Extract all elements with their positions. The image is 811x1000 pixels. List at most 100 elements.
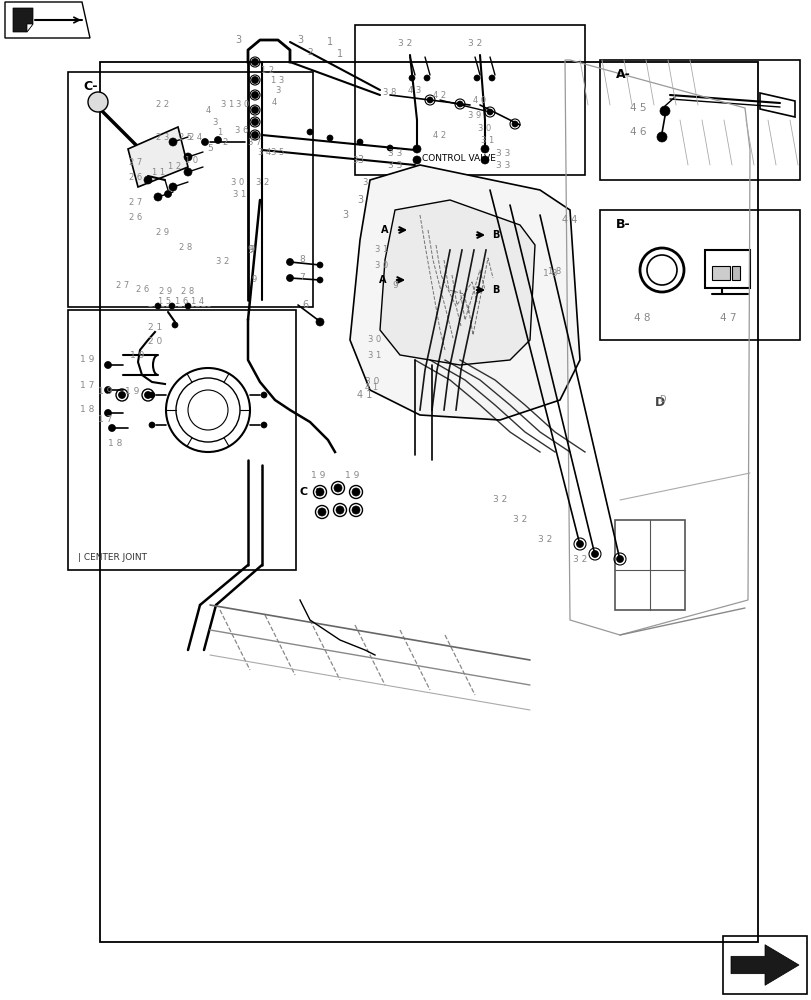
Text: 1 3: 1 3	[271, 76, 285, 85]
Circle shape	[251, 92, 258, 99]
Text: 2: 2	[222, 138, 227, 147]
Text: 2 1: 2 1	[148, 324, 162, 332]
Circle shape	[474, 75, 479, 81]
Text: 3 9: 3 9	[468, 111, 481, 120]
Text: 4 7: 4 7	[719, 313, 736, 323]
Circle shape	[169, 138, 177, 146]
Text: 9: 9	[392, 280, 397, 290]
Text: 3 1: 3 1	[481, 136, 494, 145]
Circle shape	[251, 77, 258, 84]
Text: 3 8: 3 8	[383, 88, 397, 97]
Circle shape	[488, 75, 495, 81]
Text: A: A	[380, 225, 388, 235]
Circle shape	[315, 488, 324, 496]
Text: 3 2: 3 2	[537, 536, 551, 544]
Circle shape	[457, 101, 462, 107]
Circle shape	[427, 97, 432, 103]
Polygon shape	[380, 200, 534, 365]
Text: 2 2: 2 2	[157, 100, 169, 109]
Text: 9: 9	[251, 275, 256, 284]
Circle shape	[387, 145, 393, 151]
Text: 3 4: 3 4	[258, 148, 272, 157]
Text: 1 9: 1 9	[125, 387, 139, 396]
Circle shape	[333, 484, 341, 492]
Text: 1 9: 1 9	[130, 351, 144, 360]
Circle shape	[144, 391, 152, 398]
Text: 1 4: 1 4	[191, 298, 204, 306]
Text: 1 8: 1 8	[542, 269, 556, 278]
Circle shape	[109, 424, 115, 432]
Circle shape	[318, 508, 325, 516]
Text: 8: 8	[298, 255, 304, 264]
Text: 3: 3	[297, 35, 303, 45]
Text: 3 3: 3 3	[388, 149, 401, 158]
Text: 2 7: 2 7	[129, 198, 143, 207]
Circle shape	[316, 262, 323, 268]
Circle shape	[512, 121, 517, 127]
Text: 3 2: 3 2	[256, 178, 269, 187]
Text: D: D	[658, 395, 664, 404]
Text: A-: A-	[616, 68, 630, 81]
Bar	[68, 72, 312, 307]
Text: 2 9: 2 9	[159, 286, 173, 296]
Text: B: B	[491, 285, 499, 295]
Circle shape	[590, 550, 598, 558]
Text: 1 9: 1 9	[345, 471, 358, 480]
Text: 2 9: 2 9	[157, 228, 169, 237]
Text: 2 0: 2 0	[148, 338, 162, 347]
Text: 2 6: 2 6	[129, 173, 143, 182]
Text: 3: 3	[357, 155, 363, 165]
Text: C-: C-	[83, 80, 97, 93]
Text: 1 8: 1 8	[80, 406, 94, 414]
Circle shape	[88, 92, 108, 112]
Circle shape	[169, 183, 177, 191]
Text: 3 2: 3 2	[467, 39, 482, 48]
Polygon shape	[128, 127, 188, 187]
Text: 3: 3	[341, 210, 348, 220]
Text: 9: 9	[249, 245, 255, 254]
Text: 5: 5	[207, 144, 212, 153]
Circle shape	[286, 258, 293, 265]
Text: 3 0: 3 0	[375, 260, 388, 269]
Text: 3 0: 3 0	[231, 178, 244, 187]
Text: B: B	[491, 230, 499, 240]
Circle shape	[214, 137, 221, 144]
Bar	[711, 266, 729, 280]
Text: 3 2: 3 2	[397, 39, 412, 48]
Text: 3: 3	[234, 35, 241, 45]
Circle shape	[155, 303, 161, 309]
Bar	[599, 60, 799, 180]
Text: 1 8: 1 8	[547, 267, 561, 276]
Text: 3: 3	[275, 86, 281, 95]
Text: 2 5: 2 5	[179, 133, 192, 142]
Text: 3 2: 3 2	[573, 556, 586, 564]
Text: B-: B-	[616, 218, 630, 231]
Bar	[722, 936, 806, 994]
Text: 2 4: 2 4	[189, 133, 202, 142]
Text: CONTROL VALVE: CONTROL VALVE	[422, 154, 496, 163]
Text: 1 9: 1 9	[97, 387, 112, 396]
Circle shape	[251, 119, 258, 126]
Text: 3 2: 3 2	[513, 516, 526, 524]
Bar	[614, 520, 684, 610]
Text: 4 4: 4 4	[562, 215, 577, 225]
Text: 3: 3	[362, 178, 367, 187]
Text: 1: 1	[327, 37, 333, 47]
Text: 1 0: 1 0	[185, 156, 198, 165]
Circle shape	[165, 191, 171, 198]
Circle shape	[201, 139, 208, 146]
Text: 6: 6	[302, 300, 307, 310]
Circle shape	[260, 392, 267, 398]
Circle shape	[184, 168, 191, 176]
Text: 9: 9	[247, 245, 253, 255]
Text: C: C	[299, 487, 307, 497]
Text: 1 2: 1 2	[168, 162, 181, 171]
Circle shape	[154, 193, 162, 201]
Bar	[100, 62, 757, 942]
Text: 1 1: 1 1	[152, 168, 165, 177]
Text: 3: 3	[352, 156, 358, 165]
Text: 3 7: 3 7	[248, 138, 261, 147]
Bar	[731, 266, 739, 280]
Bar	[599, 210, 799, 340]
Circle shape	[148, 422, 155, 428]
